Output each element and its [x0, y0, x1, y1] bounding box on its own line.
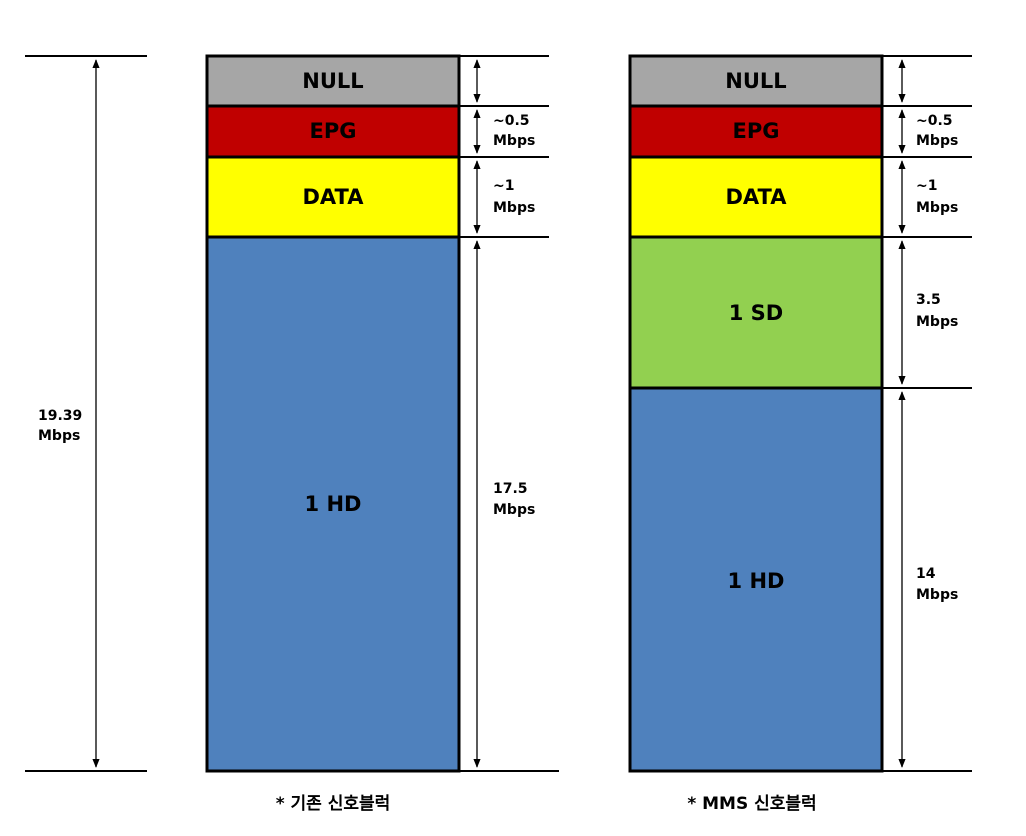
null-block: [205, 54, 461, 108]
block-label: 1 SD: [729, 301, 783, 325]
block-label: 1 HD: [728, 569, 785, 593]
total-dimension: 19.39 Mbps: [25, 55, 147, 772]
column: NULL EPG DATA 1 HD ~0.5 Mbps ~1 Mbps 17.5 M…: [205, 54, 559, 814]
bandwidth-label: 3.5 Mbps: [916, 292, 958, 330]
block-label: EPG: [310, 119, 357, 143]
bandwidth-label: ~1 Mbps: [916, 178, 958, 216]
block-label: NULL: [302, 69, 363, 93]
data-block: [205, 155, 461, 239]
bandwidth-label: ~0.5 Mbps: [916, 113, 958, 149]
block-label: 1 HD: [305, 492, 362, 516]
column: NULL EPG DATA 1 SD 1 HD ~0.5 Mbps ~1 Mbps …: [628, 54, 972, 814]
bandwidth-label: 17.5 Mbps: [493, 481, 535, 518]
hd-block: [205, 235, 461, 773]
caption: * 기존 신호블럭: [276, 794, 391, 814]
data-block: [628, 155, 884, 239]
sd-block: [628, 235, 884, 390]
hd-block: [628, 386, 884, 773]
bandwidth-label: ~0.5 Mbps: [493, 113, 535, 149]
block-label: EPG: [733, 119, 780, 143]
block-label: NULL: [725, 69, 786, 93]
block-label: DATA: [725, 185, 787, 209]
bandwidth-label: ~1 Mbps: [493, 178, 535, 216]
epg-block: [205, 104, 461, 159]
bandwidth-label: 14 Mbps: [916, 566, 958, 603]
total-label: 19.39 Mbps: [38, 408, 82, 444]
caption: * MMS 신호블럭: [687, 794, 816, 814]
block-label: DATA: [302, 185, 364, 209]
